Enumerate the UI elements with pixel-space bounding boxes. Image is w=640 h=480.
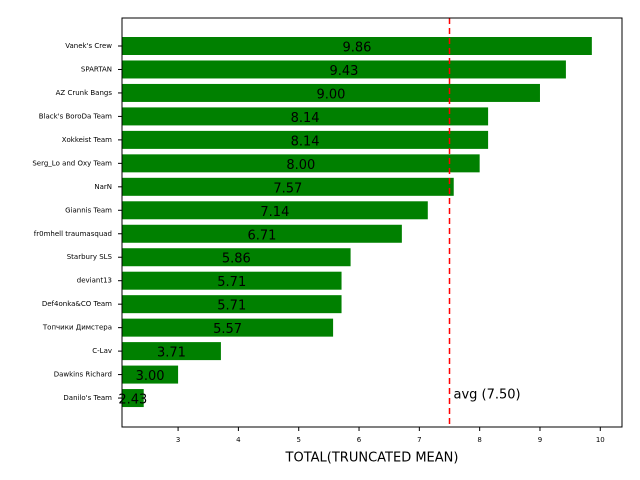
value-label: 5.86 [222, 252, 251, 267]
bar [122, 224, 402, 243]
value-label: 9.00 [317, 87, 346, 102]
plot-frame [121, 17, 623, 428]
value-label: 8.00 [286, 158, 315, 173]
bar [122, 177, 454, 196]
y-tick-label: Starbury SLS [67, 253, 113, 261]
x-tick-label: 3 [176, 436, 180, 444]
y-tick-label: SPARTAN [81, 65, 112, 73]
y-tick-label: Black's BoroDa Team [39, 112, 112, 120]
bar [122, 365, 179, 384]
value-label: 9.86 [342, 41, 371, 56]
bar [122, 295, 342, 314]
value-label: 5.71 [217, 299, 246, 314]
value-label: 8.14 [291, 134, 320, 149]
y-tick-label: Vanek's Crew [65, 42, 112, 50]
value-label: 7.14 [260, 205, 289, 220]
x-tick-label: 10 [596, 436, 605, 444]
bar [122, 154, 480, 173]
bar [122, 37, 592, 55]
average-label: avg (7.50) [454, 388, 521, 403]
bar [122, 248, 351, 267]
value-label: 3.71 [157, 346, 186, 361]
x-tick-label: 9 [538, 436, 542, 444]
bar [122, 318, 334, 337]
x-tick-label: 8 [477, 436, 481, 444]
y-tick-label: C-Lav [92, 347, 112, 355]
x-tick-label: 7 [417, 436, 421, 444]
value-label: 7.57 [273, 181, 302, 196]
value-label: 2.43 [118, 393, 147, 408]
value-label: 5.57 [213, 322, 242, 337]
y-tick-label: Giannis Team [65, 206, 112, 214]
x-axis-label: TOTAL(TRUNCATED MEAN) [285, 451, 459, 466]
y-tick-label: Danilo's Team [63, 394, 112, 402]
bar [122, 342, 221, 361]
y-tick-label: Serg_Lo and Oxy Team [32, 159, 112, 167]
value-label: 8.14 [291, 111, 320, 126]
bar [122, 271, 342, 290]
bar [122, 201, 428, 220]
y-tick-label: deviant13 [77, 277, 112, 285]
value-label: 5.71 [217, 275, 246, 290]
bar [122, 83, 540, 102]
x-tick-label: 5 [296, 436, 300, 444]
bar [122, 130, 489, 149]
bar [122, 389, 144, 408]
value-label: 6.71 [247, 228, 276, 243]
y-tick-label: fr0mhell traumasquad [34, 230, 112, 238]
y-tick-label: Топчики Димстера [42, 324, 112, 332]
bar [122, 60, 566, 79]
y-tick-label: AZ Crunk Bangs [56, 89, 113, 97]
value-label: 3.00 [136, 369, 165, 384]
y-tick-label: NarN [94, 183, 112, 191]
x-tick-label: 6 [357, 436, 362, 444]
y-tick-label: Xokkeist Team [62, 136, 112, 144]
y-tick-label: Dawkins Richard [54, 371, 112, 379]
value-label: 9.43 [329, 64, 358, 79]
y-tick-label: Def4onka&CO Team [42, 300, 112, 308]
bar [122, 107, 489, 126]
x-tick-label: 4 [236, 436, 241, 444]
